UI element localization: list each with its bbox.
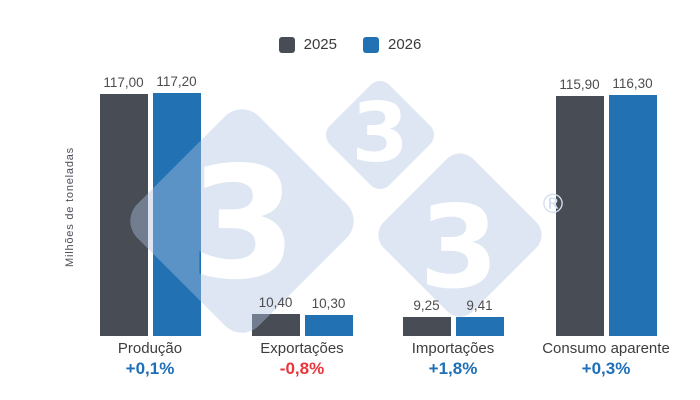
category-label: Produção: [117, 340, 183, 357]
legend: 2025 2026: [0, 36, 700, 53]
bar-2025-Importações: [402, 316, 451, 336]
bar-value-label: 9,41: [466, 297, 493, 313]
category-label: Importações: [411, 340, 495, 357]
bar-2025-Exportações: [251, 314, 300, 336]
variation-label: +0,1%: [125, 359, 175, 378]
legend-item-2025: 2025: [278, 36, 337, 53]
bar-2025-Produção: [99, 93, 148, 336]
bar-value-label: 117,20: [156, 74, 197, 90]
bar-2026-Importações: [455, 316, 504, 336]
bar-value-label: 9,25: [413, 297, 440, 313]
legend-label: 2025: [303, 36, 337, 53]
bar-2026-Produção: [152, 93, 201, 336]
bar-value-label: 117,00: [103, 74, 144, 90]
bar-value-label: 115,90: [559, 77, 600, 93]
variation-label: +1,8%: [428, 359, 478, 378]
bar-2025-Consumo aparente: [555, 96, 604, 336]
y-axis-label: Milhões de toneladas: [64, 147, 76, 267]
bar-value-label: 10,30: [311, 295, 346, 311]
bar-2026-Consumo aparente: [608, 95, 657, 336]
legend-item-2026: 2026: [363, 36, 421, 53]
bar-value-label: 10,40: [258, 295, 293, 311]
category-label: Exportações: [260, 340, 344, 357]
legend-swatch-icon: [278, 36, 295, 53]
legend-swatch-icon: [363, 36, 379, 53]
bar-2026-Exportações: [304, 314, 353, 336]
variation-label: +0,3%: [581, 359, 631, 378]
variation-label: -0,8%: [279, 359, 325, 378]
legend-label: 2026: [388, 36, 422, 53]
bar-value-label: 116,30: [612, 76, 653, 92]
category-label: Consumo aparente: [542, 340, 670, 357]
